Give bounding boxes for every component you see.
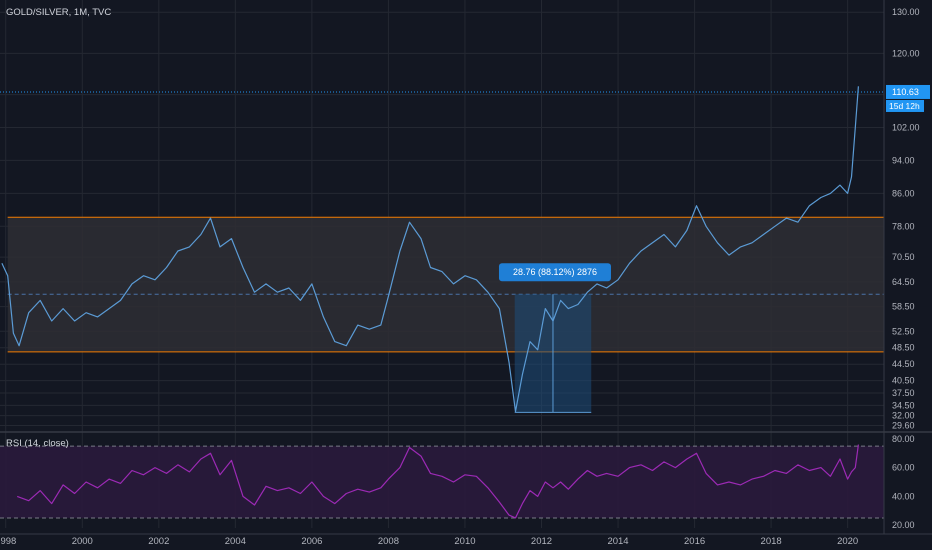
price-tick-label: 120.00	[892, 48, 920, 58]
symbol-header[interactable]: GOLD/SILVER, 1M, TVC	[6, 7, 111, 18]
rsi-line	[16, 444, 859, 519]
price-tick-label: 64.50	[892, 277, 915, 287]
rsi-tick-label: 80.00	[892, 434, 915, 444]
price-tick-label: 78.00	[892, 221, 915, 231]
price-axis[interactable]: 130.00120.00110.00102.0094.0086.0078.007…	[883, 0, 920, 534]
measure-tool[interactable]: 28.76 (88.12%) 2876	[498, 263, 611, 282]
rsi-header[interactable]: RSI (14, close)	[6, 438, 69, 449]
time-tick-label: 1998	[0, 536, 16, 547]
time-tick-label: 2004	[225, 536, 246, 547]
rsi-tick-label: 60.00	[892, 463, 915, 473]
price-tick-label: 44.50	[892, 359, 915, 369]
price-tick-label: 52.50	[892, 326, 915, 336]
time-tick-label: 2000	[72, 536, 93, 547]
last-price-box	[886, 84, 930, 99]
measure-label-badge[interactable]	[498, 263, 611, 282]
time-axis[interactable]: 1998 2000 2002 2004 2006 2008 2010 2012 2014 2016…	[0, 533, 932, 547]
price-series	[0, 86, 884, 413]
price-tick-label: 29.60	[892, 421, 915, 431]
rsi-tick-label: 40.00	[892, 491, 915, 501]
time-tick-label: 2014	[607, 536, 628, 547]
time-tick-label: 2020	[837, 536, 858, 547]
last-price-value: 110.63	[892, 87, 919, 97]
price-tick-label: 34.50	[892, 400, 915, 410]
measure-label-text: 28.76 (88.12%) 2876	[513, 267, 597, 277]
price-tick-label: 48.50	[892, 343, 915, 353]
time-tick-label: 2016	[684, 536, 705, 547]
rsi-band	[0, 446, 884, 518]
price-tick-label: 32.00	[892, 411, 915, 421]
time-tick-label: 2010	[454, 536, 475, 547]
price-line	[1, 86, 859, 413]
countdown-box	[886, 99, 924, 112]
time-tick-label: 2006	[301, 536, 322, 547]
time-tick-label: 2018	[761, 536, 782, 547]
price-tick-label: 40.50	[892, 376, 915, 386]
price-tick-label: 86.00	[892, 188, 915, 198]
time-tick-label: 2008	[378, 536, 399, 547]
price-tick-label: 94.00	[892, 155, 915, 165]
last-price-badge: 110.63 15d 12h	[886, 84, 930, 112]
price-tick-label: 130.00	[892, 7, 920, 17]
price-tick-label: 37.50	[892, 388, 915, 398]
rsi-series	[0, 444, 884, 519]
price-tick-label: 70.50	[892, 252, 915, 262]
range-annotations[interactable]	[7, 216, 884, 413]
rsi-axis[interactable]: 80.00 60.00 40.00 20.00	[892, 434, 915, 530]
time-tick-label: 2002	[148, 536, 169, 547]
range-box	[7, 217, 884, 352]
rsi-tick-label: 20.00	[892, 520, 915, 530]
price-tick-label: 102.00	[892, 122, 920, 132]
countdown-value: 15d 12h	[889, 101, 920, 111]
price-tick-label: 58.50	[892, 302, 915, 312]
time-tick-label: 2012	[531, 536, 552, 547]
